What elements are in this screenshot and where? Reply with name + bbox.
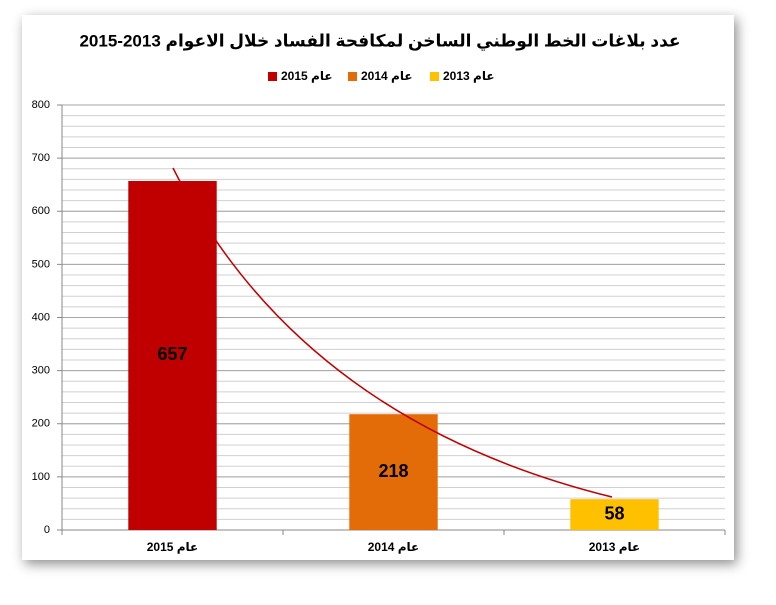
legend-swatch (268, 72, 277, 81)
legend-label: عام 2015 (281, 69, 333, 84)
y-tick-label: 400 (32, 311, 50, 323)
chart-title: عدد بلاغات الخط الوطني الساخن لمكافحة ال… (79, 31, 680, 51)
x-tick-label: عام 2013 (589, 540, 641, 555)
bar (128, 180, 217, 530)
data-label: 218 (378, 461, 408, 481)
bar (349, 414, 438, 530)
y-tick-label: 0 (44, 524, 50, 536)
x-tick-label: عام 2014 (368, 540, 420, 555)
y-tick-label: 200 (32, 418, 50, 430)
y-tick-label: 100 (32, 471, 50, 483)
y-tick-label: 600 (32, 205, 50, 217)
legend-label: عام 2013 (443, 69, 495, 84)
y-tick-label: 300 (32, 365, 50, 377)
trend-line (172, 167, 613, 498)
legend-swatch (430, 72, 439, 81)
legend-label: عام 2014 (361, 69, 413, 84)
data-label: 58 (604, 503, 624, 523)
bar (570, 499, 659, 530)
legend-swatch (348, 72, 357, 81)
x-tick-label: عام 2015 (147, 540, 199, 555)
y-tick-label: 500 (32, 258, 50, 270)
y-tick-label: 800 (32, 99, 50, 111)
y-tick-label: 700 (32, 152, 50, 164)
data-label: 657 (157, 344, 187, 364)
